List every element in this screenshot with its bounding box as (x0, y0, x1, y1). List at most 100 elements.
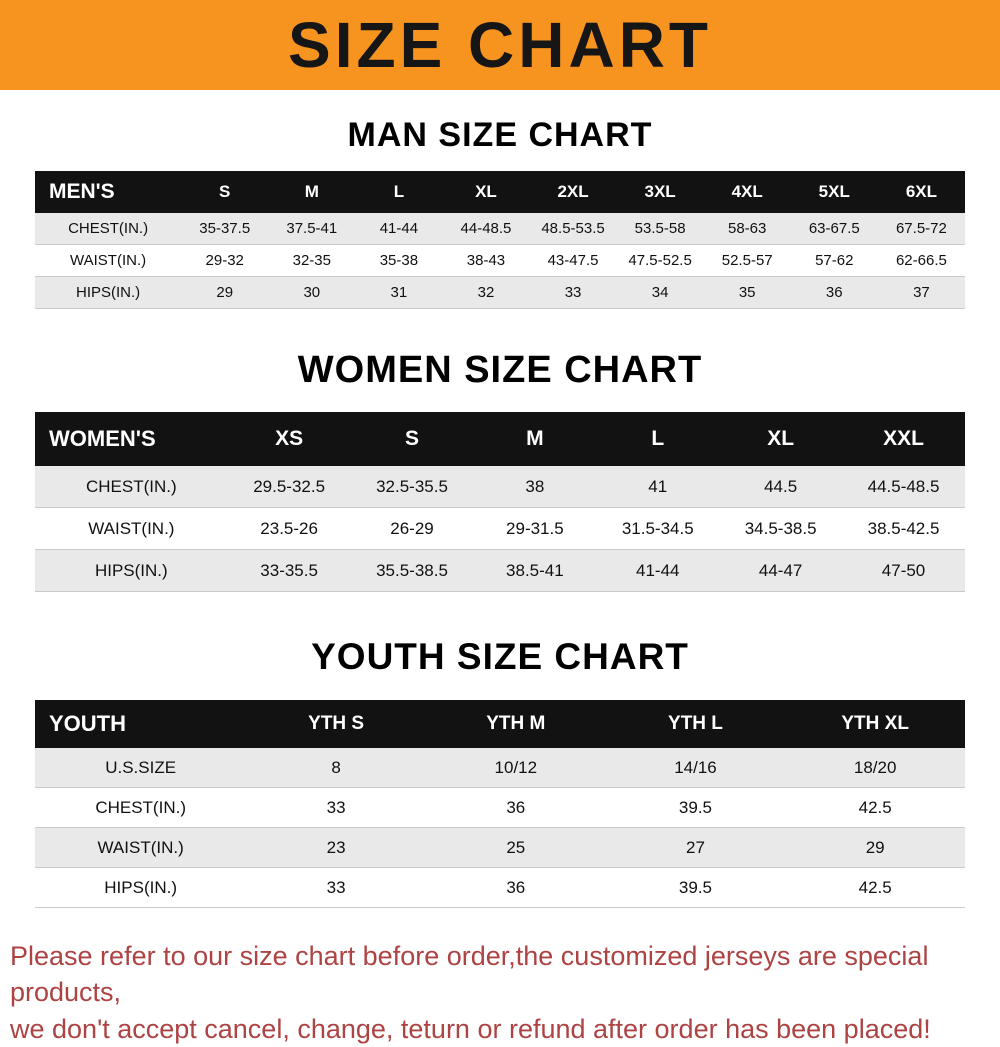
table-corner-label: WOMEN'S (35, 412, 228, 466)
size-value: 62-66.5 (895, 252, 947, 269)
table-row: WAIST(IN.) 23 25 27 29 (35, 827, 965, 868)
size-value: 23.5-26 (260, 518, 318, 538)
size-value: 43-47.5 (547, 252, 599, 269)
column-header: XS (227, 412, 351, 466)
column-header: 5XL (790, 171, 878, 213)
size-value: 53.5-58 (634, 220, 686, 237)
size-value: 44.5-48.5 (867, 476, 940, 496)
table-row: WAIST(IN.) 23.5-26 26-29 29-31.5 31.5-34.5 34… (35, 507, 965, 550)
women-size-chart-heading: WOMEN SIZE CHART (297, 349, 703, 391)
table-row: CHEST(IN.) 35-37.5 37.5-41 41-44 44-48.5 48.5… (35, 213, 965, 245)
column-header: 6XL (877, 171, 965, 213)
table-row: U.S.SIZE 8 10/12 14/16 18/20 (35, 748, 965, 788)
row-label: WAIST(IN.) (97, 837, 184, 857)
column-header: 4XL (703, 171, 791, 213)
size-value: 39.5 (678, 797, 713, 817)
column-header: YTH M (425, 700, 606, 748)
size-value: 47-50 (881, 560, 926, 580)
size-value: 32.5-35.5 (376, 476, 448, 496)
column-header: XL (719, 412, 843, 466)
footer-note: Please refer to our size chart before or… (0, 938, 1000, 1047)
column-header: S (350, 412, 474, 466)
size-value: 26-29 (390, 518, 434, 538)
column-header: M (473, 412, 597, 466)
size-value: 36 (506, 797, 526, 817)
size-value: 41-44 (636, 560, 680, 580)
size-value: 34 (651, 284, 669, 301)
size-value: 42.5 (858, 877, 892, 897)
size-value: 48.5-53.5 (541, 220, 605, 237)
column-header: 3XL (616, 171, 704, 213)
size-chart-banner: SIZE CHART (0, 0, 1000, 90)
row-label: WAIST(IN.) (70, 252, 147, 269)
size-value: 57-62 (815, 252, 854, 269)
size-table: YOUTH YTH S YTH M YTH L YTH XL U.S.SIZE 8 10/12… (35, 700, 965, 908)
table-row: HIPS(IN.) 33 36 39.5 42.5 (35, 867, 965, 908)
size-value: 39.5 (678, 877, 713, 897)
size-value: 47.5-52.5 (628, 252, 692, 269)
size-value: 44-47 (758, 560, 803, 580)
size-value: 35 (738, 284, 756, 301)
size-value: 31.5-34.5 (621, 518, 694, 538)
size-value: 8 (331, 757, 341, 777)
size-value: 38 (525, 476, 545, 496)
size-value: 32-35 (292, 252, 331, 269)
column-header: L (355, 171, 443, 213)
size-value: 25 (506, 837, 526, 857)
row-label: HIPS(IN.) (76, 284, 141, 301)
youth-size-table: YOUTH YTH S YTH M YTH L YTH XL U.S.SIZE 8 10/12… (0, 700, 1000, 908)
size-value: 42.5 (858, 797, 892, 817)
size-value: 34.5-38.5 (744, 518, 817, 538)
size-value: 33 (326, 877, 346, 897)
footer-note-line2: we don't accept cancel, change, teturn o… (10, 1013, 931, 1044)
size-value: 44-48.5 (460, 220, 512, 237)
table-corner-label: YOUTH (35, 700, 247, 748)
column-header: 2XL (529, 171, 617, 213)
column-header: XL (442, 171, 530, 213)
table-row: HIPS(IN.) 29 30 31 32 33 34 35 36 37 (35, 276, 965, 309)
size-value: 37 (913, 284, 930, 301)
column-header: S (181, 171, 269, 213)
size-value: 35.5-38.5 (376, 560, 448, 580)
size-value: 23 (326, 837, 346, 857)
size-value: 29.5-32.5 (253, 476, 326, 496)
size-value: 58-63 (728, 220, 767, 237)
table-row: WAIST(IN.) 29-32 32-35 35-38 38-43 43-47.5 47.… (35, 244, 965, 277)
man-size-chart-heading: MAN SIZE CHART (347, 116, 653, 154)
row-label: CHEST(IN.) (95, 797, 186, 817)
size-value: 63-67.5 (808, 220, 860, 237)
table-corner-label: MEN'S (35, 171, 182, 213)
size-value: 35-38 (379, 252, 419, 269)
size-value: 38.5-42.5 (867, 518, 940, 538)
size-value: 29-32 (205, 252, 244, 269)
size-value: 44.5 (764, 476, 798, 496)
column-header: XXL (842, 412, 965, 466)
size-value: 38.5-41 (506, 560, 564, 580)
size-value: 29 (865, 837, 885, 857)
size-value: 41-44 (379, 220, 419, 237)
size-value: 32 (477, 284, 495, 301)
size-value: 27 (686, 837, 705, 857)
size-value: 30 (303, 284, 321, 301)
row-label: WAIST(IN.) (88, 518, 175, 538)
size-value: 37.5-41 (286, 220, 338, 237)
size-value: 31 (390, 284, 408, 301)
banner-title: SIZE CHART (288, 9, 712, 81)
size-value: 52.5-57 (721, 252, 773, 269)
column-header: YTH L (605, 700, 786, 748)
size-value: 35-37.5 (199, 220, 251, 237)
footer-note-line1: Please refer to our size chart before or… (10, 941, 929, 1008)
womens-size-table: WOMEN'S XS S M L XL XXL CHEST(IN.) 29.5-32.5 32.5… (0, 412, 1000, 592)
size-value: 14/16 (674, 757, 717, 777)
size-value: 10/12 (494, 757, 538, 777)
table-header-row: MEN'S S M L XL 2XL 3XL 4XL 5XL 6XL (35, 171, 965, 213)
table-row: CHEST(IN.) 29.5-32.5 32.5-35.5 38 41 44.5 44.5… (35, 466, 965, 508)
mens-size-table: MEN'S S M L XL 2XL 3XL 4XL 5XL 6XL CHEST(IN.) 35-37… (0, 171, 1000, 309)
column-header: YTH XL (785, 700, 965, 748)
size-table: WOMEN'S XS S M L XL XXL CHEST(IN.) 29.5-32.5 32.5… (35, 412, 965, 592)
table-header-row: WOMEN'S XS S M L XL XXL (35, 412, 965, 466)
column-header: YTH S (246, 700, 426, 748)
youth-size-chart-heading: YOUTH SIZE CHART (311, 636, 689, 677)
size-value: 29 (216, 284, 234, 301)
size-value: 33 (564, 284, 582, 301)
